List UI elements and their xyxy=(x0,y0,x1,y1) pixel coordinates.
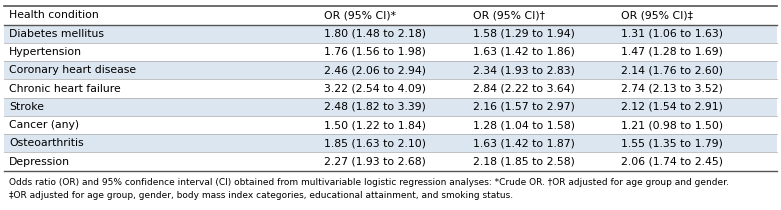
Text: 1.50 (1.22 to 1.84): 1.50 (1.22 to 1.84) xyxy=(324,120,426,130)
Text: 1.47 (1.28 to 1.69): 1.47 (1.28 to 1.69) xyxy=(621,47,722,57)
Text: 1.21 (0.98 to 1.50): 1.21 (0.98 to 1.50) xyxy=(621,120,723,130)
Text: 1.58 (1.29 to 1.94): 1.58 (1.29 to 1.94) xyxy=(473,29,574,39)
Text: 1.31 (1.06 to 1.63): 1.31 (1.06 to 1.63) xyxy=(621,29,723,39)
Text: 2.16 (1.57 to 2.97): 2.16 (1.57 to 2.97) xyxy=(473,102,574,112)
Text: OR (95% CI)†: OR (95% CI)† xyxy=(473,10,544,20)
Text: Health condition: Health condition xyxy=(9,10,99,20)
Text: 2.27 (1.93 to 2.68): 2.27 (1.93 to 2.68) xyxy=(324,157,426,167)
FancyBboxPatch shape xyxy=(4,116,777,134)
Text: OR (95% CI)*: OR (95% CI)* xyxy=(324,10,396,20)
FancyBboxPatch shape xyxy=(4,43,777,61)
FancyBboxPatch shape xyxy=(4,98,777,116)
Text: 1.55 (1.35 to 1.79): 1.55 (1.35 to 1.79) xyxy=(621,138,722,148)
Text: Odds ratio (OR) and 95% confidence interval (CI) obtained from multivariable log: Odds ratio (OR) and 95% confidence inter… xyxy=(9,178,729,187)
Text: 1.63 (1.42 to 1.86): 1.63 (1.42 to 1.86) xyxy=(473,47,574,57)
Text: 2.14 (1.76 to 2.60): 2.14 (1.76 to 2.60) xyxy=(621,65,723,75)
Text: 2.06 (1.74 to 2.45): 2.06 (1.74 to 2.45) xyxy=(621,157,723,167)
FancyBboxPatch shape xyxy=(4,61,777,79)
Text: 2.84 (2.22 to 3.64): 2.84 (2.22 to 3.64) xyxy=(473,84,574,93)
Text: OR (95% CI)‡: OR (95% CI)‡ xyxy=(621,10,693,20)
Text: Depression: Depression xyxy=(9,157,70,167)
Text: Chronic heart failure: Chronic heart failure xyxy=(9,84,121,93)
FancyBboxPatch shape xyxy=(4,134,777,152)
Text: 2.18 (1.85 to 2.58): 2.18 (1.85 to 2.58) xyxy=(473,157,574,167)
Text: 1.76 (1.56 to 1.98): 1.76 (1.56 to 1.98) xyxy=(324,47,426,57)
Text: Diabetes mellitus: Diabetes mellitus xyxy=(9,29,105,39)
Text: 1.28 (1.04 to 1.58): 1.28 (1.04 to 1.58) xyxy=(473,120,575,130)
Text: Hypertension: Hypertension xyxy=(9,47,82,57)
Text: Cancer (any): Cancer (any) xyxy=(9,120,80,130)
FancyBboxPatch shape xyxy=(4,152,777,171)
Text: 1.63 (1.42 to 1.87): 1.63 (1.42 to 1.87) xyxy=(473,138,574,148)
Text: Stroke: Stroke xyxy=(9,102,45,112)
FancyBboxPatch shape xyxy=(4,25,777,43)
Text: 2.46 (2.06 to 2.94): 2.46 (2.06 to 2.94) xyxy=(324,65,426,75)
FancyBboxPatch shape xyxy=(4,79,777,98)
Text: 1.85 (1.63 to 2.10): 1.85 (1.63 to 2.10) xyxy=(324,138,426,148)
Text: Osteoarthritis: Osteoarthritis xyxy=(9,138,84,148)
Text: 2.48 (1.82 to 3.39): 2.48 (1.82 to 3.39) xyxy=(324,102,426,112)
Text: 2.34 (1.93 to 2.83): 2.34 (1.93 to 2.83) xyxy=(473,65,574,75)
Text: ‡OR adjusted for age group, gender, body mass index categories, educational atta: ‡OR adjusted for age group, gender, body… xyxy=(9,192,513,200)
Text: 2.74 (2.13 to 3.52): 2.74 (2.13 to 3.52) xyxy=(621,84,722,93)
Text: 1.80 (1.48 to 2.18): 1.80 (1.48 to 2.18) xyxy=(324,29,426,39)
Text: 2.12 (1.54 to 2.91): 2.12 (1.54 to 2.91) xyxy=(621,102,722,112)
Text: Coronary heart disease: Coronary heart disease xyxy=(9,65,137,75)
Text: 3.22 (2.54 to 4.09): 3.22 (2.54 to 4.09) xyxy=(324,84,426,93)
